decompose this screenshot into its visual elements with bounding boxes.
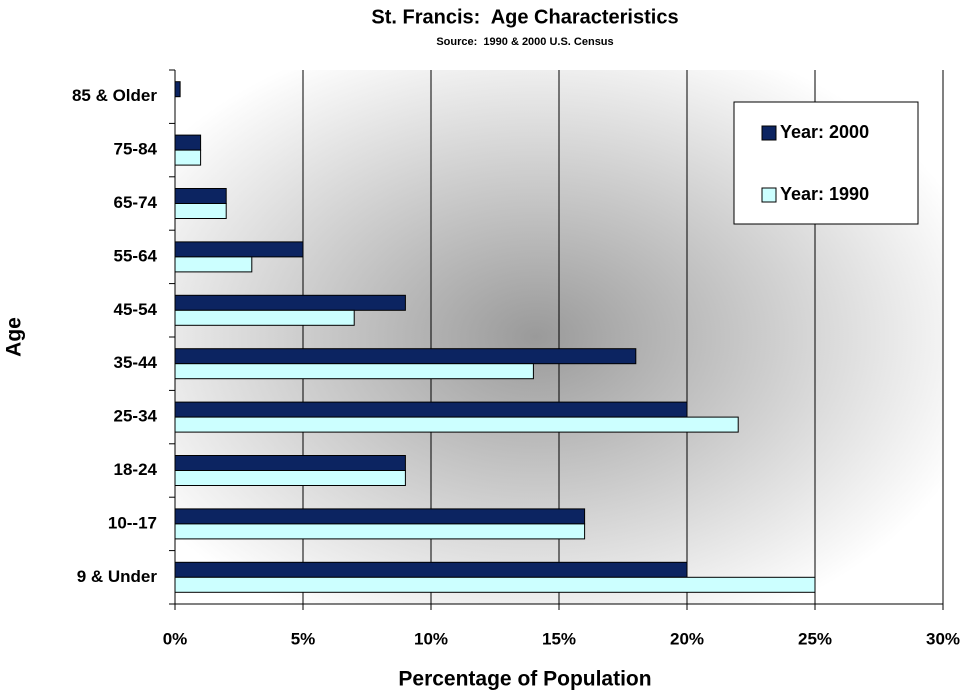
legend-box	[733, 101, 919, 225]
y-tick-label: 45-54	[114, 300, 158, 319]
x-tick-label: 0%	[163, 629, 188, 648]
y-tick-label: 75-84	[114, 140, 158, 159]
y-tick-label: 35-44	[114, 353, 158, 372]
x-tick-label: 15%	[542, 629, 576, 648]
y-tick-label: 18-24	[114, 460, 158, 479]
bar	[174, 309, 355, 326]
x-axis-label: Percentage of Population	[398, 668, 651, 691]
bar	[174, 241, 304, 258]
bar	[174, 470, 406, 486]
bar	[174, 508, 586, 525]
y-tick-label: 55-64	[114, 246, 158, 265]
bar	[174, 188, 227, 204]
legend-swatch	[761, 125, 777, 141]
y-tick-label: 25-34	[114, 407, 158, 426]
bar	[174, 256, 253, 273]
x-tick-label: 20%	[670, 629, 704, 648]
y-tick-label: 9 & Under	[77, 567, 158, 586]
bar	[174, 576, 816, 593]
bar	[174, 561, 688, 578]
bar	[174, 523, 586, 540]
bar	[174, 363, 534, 380]
bar	[174, 416, 739, 433]
y-axis-label: Age	[3, 317, 26, 357]
bar	[174, 203, 227, 219]
bar	[174, 81, 181, 98]
y-tick-label: 65-74	[114, 193, 158, 212]
bar	[174, 134, 202, 151]
x-tick-label: 10%	[414, 629, 448, 648]
y-tick-label: 10--17	[108, 513, 157, 532]
legend-label: Year: 2000	[780, 122, 869, 142]
x-tick-label: 25%	[798, 629, 832, 648]
bar	[174, 294, 406, 311]
bar	[174, 348, 637, 365]
legend-label: Year: 1990	[780, 184, 869, 204]
x-tick-label: 5%	[291, 629, 316, 648]
chart-title: St. Francis: Age Characteristics	[371, 6, 678, 28]
bar	[174, 149, 202, 166]
bar	[174, 455, 406, 471]
x-tick-label: 30%	[926, 629, 960, 648]
chart-subtitle: Source: 1990 & 2000 U.S. Census	[436, 36, 613, 48]
legend-swatch	[761, 187, 777, 203]
y-tick-label: 85 & Older	[72, 86, 157, 105]
bar	[174, 401, 688, 418]
